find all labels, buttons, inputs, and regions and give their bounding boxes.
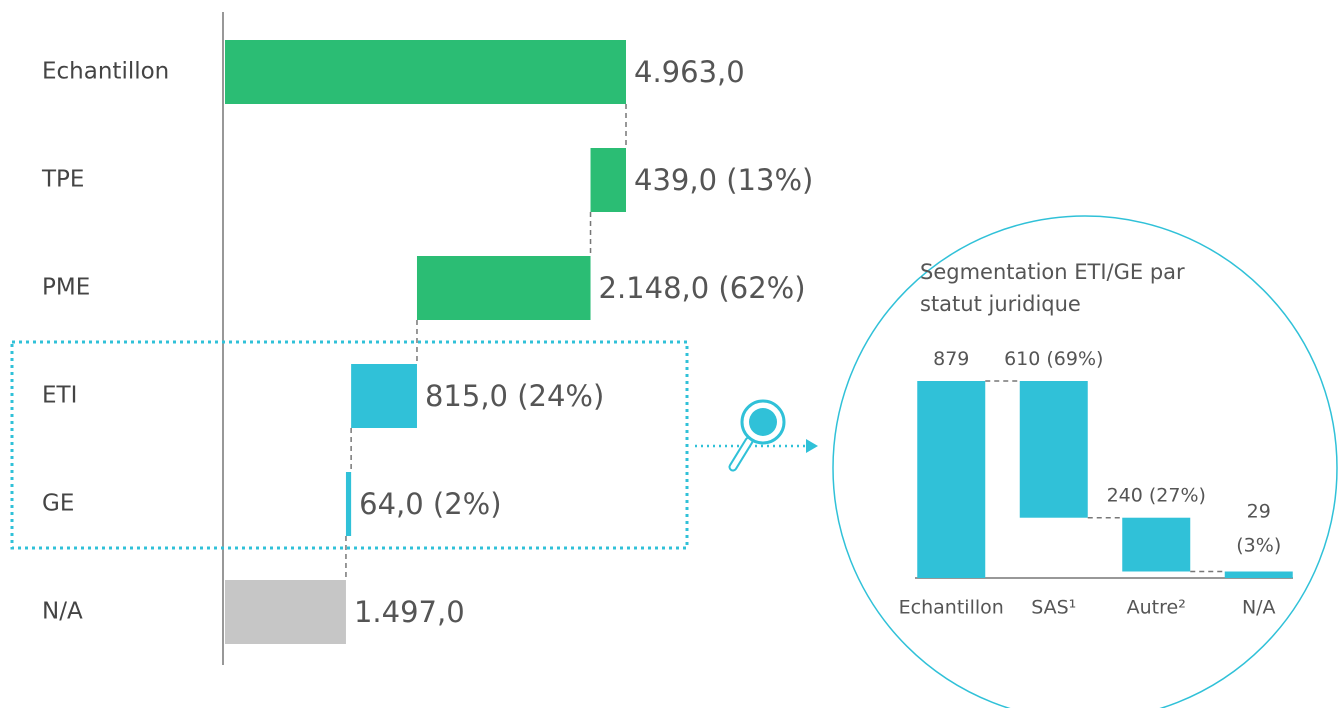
bar — [416, 256, 591, 320]
value-label: 879 — [933, 348, 969, 370]
inset-title-box: Segmentation ETI/GE par statut juridique — [920, 260, 1185, 316]
inset-title: Segmentation ETI/GE par statut juridique — [920, 260, 1185, 316]
bar — [1122, 517, 1191, 572]
value-label: 815,0 (24%) — [425, 379, 604, 413]
value-label: 4.963,0 — [634, 55, 745, 89]
value-label: 1.497,0 — [354, 595, 465, 629]
category-label: N/A — [42, 599, 83, 625]
value-label: 610 (69%) — [1004, 348, 1103, 370]
arrow-head — [806, 439, 818, 453]
value-label: 240 (27%) — [1107, 484, 1206, 506]
category-label: PME — [42, 275, 90, 301]
highlight-box — [10, 340, 689, 550]
magnifier-icon — [728, 399, 786, 472]
bar — [1019, 381, 1088, 518]
category-label: Echantillon — [42, 59, 169, 85]
value-label: 64,0 (2%) — [359, 487, 501, 521]
bar — [590, 148, 626, 212]
value-label: 2.148,0 (62%) — [599, 271, 806, 305]
bar — [225, 40, 626, 104]
bar — [345, 472, 352, 536]
bar — [1224, 571, 1293, 578]
bar — [351, 364, 417, 428]
category-label: Echantillon — [899, 597, 1004, 619]
bar — [917, 381, 986, 578]
category-label: GE — [42, 491, 74, 517]
category-label: ETI — [42, 383, 77, 409]
value-label: 439,0 (13%) — [634, 163, 813, 197]
category-label: SAS¹ — [1031, 597, 1076, 619]
value-label: 29 (3%) — [1236, 500, 1281, 556]
category-label: TPE — [41, 167, 84, 193]
category-label: N/A — [1242, 597, 1276, 619]
bar — [225, 580, 346, 644]
category-label: Autre² — [1127, 597, 1186, 619]
